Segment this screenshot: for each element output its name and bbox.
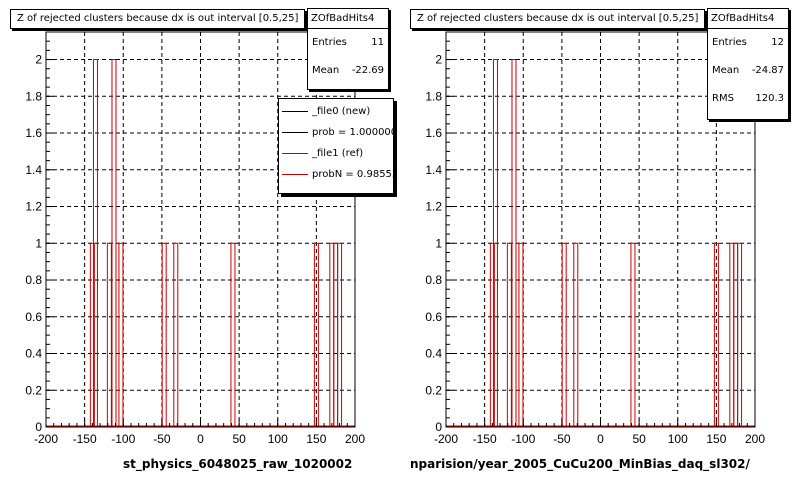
left-histogram-title: Z of rejected clusters because dx is out… <box>10 9 306 29</box>
left-stats-entries-label: Entries <box>312 37 347 48</box>
right-stats-entries-label: Entries <box>712 37 747 48</box>
legend-entry: _file1 (ref) <box>279 143 393 164</box>
right-y-tick-label: 0.4 <box>425 347 442 361</box>
left-stats-mean-label: Mean <box>312 65 340 76</box>
left-x-tick-label: 100 <box>268 432 288 446</box>
right-stats-rms-label: RMS <box>712 93 734 104</box>
left-y-tick-label: 0 <box>35 420 42 434</box>
right-y-tick-label: 1.8 <box>425 89 442 103</box>
left-x-tick-label: 150 <box>306 432 326 446</box>
right-x-tick-label: -150 <box>473 432 497 446</box>
left-stats-box: ZOfBadHits4 Entries 11 Mean -22.69 <box>307 8 389 90</box>
right-y-tick-label: 0.8 <box>425 273 442 287</box>
right-x-tick-label: -200 <box>434 432 458 446</box>
legend-swatch <box>282 132 308 133</box>
left-y-tick-label: 0.8 <box>25 273 42 287</box>
legend-label: probN = 0.985532 <box>312 169 393 180</box>
left-y-tick-label: 1.2 <box>25 200 42 214</box>
left-y-tick-label: 1.8 <box>25 89 42 103</box>
legend-entry: _file0 (new) <box>279 101 393 122</box>
right-stats-rms-row: RMS 120.3 <box>708 85 788 113</box>
right-stats-rms-value: 120.3 <box>755 93 784 104</box>
left-legend: _file0 (new) prob = 1.000000 _file1 (ref… <box>278 98 394 194</box>
right-y-tick-label: 1.4 <box>425 163 442 177</box>
right-x-tick-label: 100 <box>668 432 688 446</box>
left-x-tick-label: 200 <box>345 432 365 446</box>
right-y-tick-label: 0.6 <box>425 310 442 324</box>
right-stats-mean-value: -24.87 <box>751 65 784 76</box>
right-x-tick-label: 50 <box>632 432 646 446</box>
legend-label: _file0 (new) <box>312 106 371 117</box>
left-y-tick-label: 0.6 <box>25 310 42 324</box>
left-stats-name: ZOfBadHits4 <box>308 9 388 29</box>
right-y-tick-label: 0.2 <box>425 383 442 397</box>
right-x-tick-label: 150 <box>706 432 726 446</box>
left-stats-entries-row: Entries 11 <box>308 29 388 57</box>
left-histogram-plot: 0 0.2 0.4 0.6 0.8 1 1.2 1.4 1.6 1.8 2 -200 -150 -100 -… <box>25 31 365 446</box>
right-stats-name: ZOfBadHits4 <box>708 9 788 29</box>
left-x-tick-label: 50 <box>232 432 246 446</box>
legend-label: prob = 1.000000 <box>312 127 394 138</box>
right-y-tick-label: 1.2 <box>425 200 442 214</box>
left-y-tick-label: 2 <box>35 53 42 67</box>
right-x-tick-label: 200 <box>745 432 765 446</box>
right-stats-box: ZOfBadHits4 Entries 12 Mean -24.87 RMS 1… <box>707 8 789 120</box>
left-histogram-pane: 0 0.2 0.4 0.6 0.8 1 1.2 1.4 1.6 1.8 2 -200 -150 -100 -… <box>10 8 394 471</box>
legend-swatch <box>282 174 308 175</box>
left-stats-mean-value: -22.69 <box>351 65 384 76</box>
left-stats-mean-row: Mean -22.69 <box>308 57 388 85</box>
legend-swatch <box>282 153 308 154</box>
legend-entry: prob = 1.000000 <box>279 122 393 143</box>
left-stats-entries-value: 11 <box>371 37 384 48</box>
left-x-tick-label: -50 <box>153 432 171 446</box>
right-histogram-title: Z of rejected clusters because dx is out… <box>410 9 706 29</box>
right-x-tick-label: -100 <box>511 432 535 446</box>
right-x-tick-label: -50 <box>553 432 571 446</box>
left-x-tick-label: -100 <box>111 432 135 446</box>
right-histogram-plot: 0 0.2 0.4 0.6 0.8 1 1.2 1.4 1.6 1.8 2 -200 -150 -100 -… <box>425 31 765 446</box>
legend-label: _file1 (ref) <box>312 148 364 159</box>
right-y-tick-label: 2 <box>435 53 442 67</box>
left-y-tick-label: 1.4 <box>25 163 42 177</box>
right-y-tick-label: 0 <box>435 420 442 434</box>
right-stats-mean-label: Mean <box>712 65 740 76</box>
right-stats-entries-row: Entries 12 <box>708 29 788 57</box>
left-x-tick-label: -150 <box>73 432 97 446</box>
left-y-tick-label: 0.4 <box>25 347 42 361</box>
left-x-tick-label: 0 <box>197 432 204 446</box>
right-histogram-pane: 0 0.2 0.4 0.6 0.8 1 1.2 1.4 1.6 1.8 2 -200 -150 -100 -… <box>400 0 800 480</box>
left-y-tick-label: 0.2 <box>25 383 42 397</box>
right-stats-entries-value: 12 <box>771 37 784 48</box>
right-x-tick-label: 0 <box>597 432 604 446</box>
left-x-tick-label: -200 <box>34 432 58 446</box>
legend-swatch <box>282 111 308 112</box>
right-stats-mean-row: Mean -24.87 <box>708 57 788 85</box>
legend-entry: probN = 0.985532 <box>279 164 393 185</box>
right-y-tick-label: 1 <box>435 236 442 250</box>
right-y-tick-label: 1.6 <box>425 126 442 140</box>
right-x-axis-title: nparision/year_2005_CuCu200_MinBias_daq_… <box>410 457 750 471</box>
left-y-tick-label: 1 <box>35 236 42 250</box>
left-y-tick-label: 1.6 <box>25 126 42 140</box>
left-x-axis-title: st_physics_6048025_raw_1020002 <box>123 457 353 471</box>
